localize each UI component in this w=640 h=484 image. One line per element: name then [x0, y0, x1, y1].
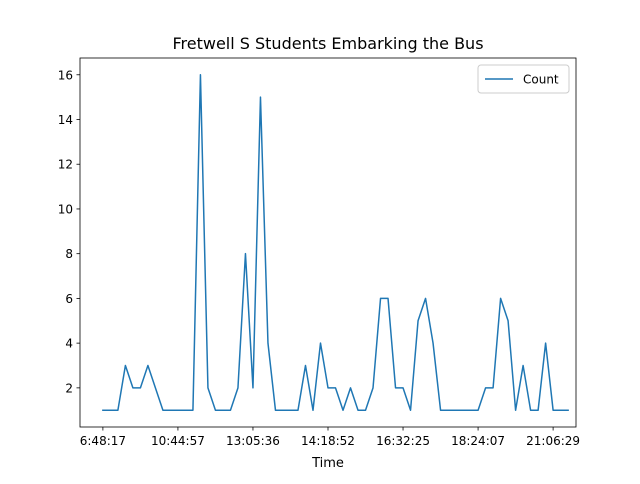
legend-box	[477, 64, 570, 94]
x-tick-label: 16:32:25	[376, 434, 430, 448]
y-tick-label: 8	[65, 247, 73, 261]
x-tick-label: 14:18:52	[301, 434, 355, 448]
x-axis-label: Time	[311, 456, 344, 471]
y-tick-label: 12	[58, 158, 73, 172]
x-tick-label: 13:05:36	[226, 434, 280, 448]
x-tick-label: 6:48:17	[80, 434, 126, 448]
y-tick-label: 10	[58, 202, 73, 216]
legend: Count	[477, 64, 570, 94]
x-tick-label: 21:06:29	[526, 434, 580, 448]
plot-area: 2 4 6 8 10 12 14 16 6:48:17 10:44:57 13:05:36 14:18…	[58, 57, 580, 448]
legend-label: Count	[523, 73, 559, 87]
y-tick-label: 6	[65, 292, 73, 306]
x-tick-label: 18:24:07	[451, 434, 505, 448]
y-tick-label: 14	[58, 113, 73, 127]
axes-frame	[79, 57, 577, 428]
x-tick-label: 10:44:57	[151, 434, 205, 448]
chart-title: Fretwell S Students Embarking the Bus	[172, 34, 483, 53]
y-tick-label: 4	[65, 337, 73, 351]
series-line-count	[102, 74, 569, 411]
y-tick-label: 2	[65, 381, 73, 395]
y-tick-label: 16	[58, 68, 73, 82]
